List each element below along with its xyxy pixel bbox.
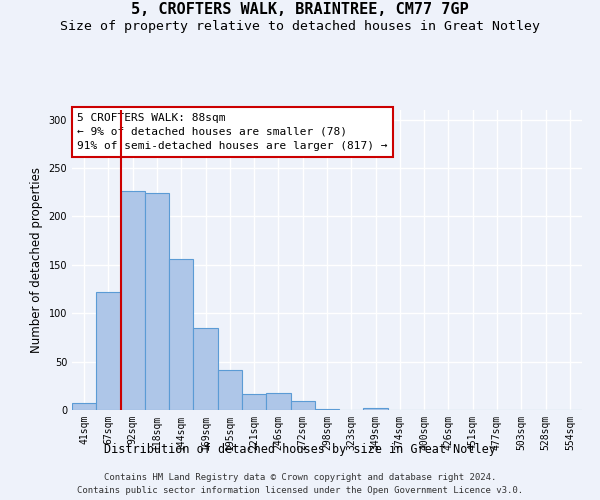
Bar bbox=[266, 392, 290, 410]
Bar bbox=[193, 328, 218, 410]
Bar bbox=[364, 408, 388, 410]
Y-axis label: Number of detached properties: Number of detached properties bbox=[30, 167, 43, 353]
Bar bbox=[121, 192, 145, 410]
Bar bbox=[315, 409, 339, 410]
Text: Size of property relative to detached houses in Great Notley: Size of property relative to detached ho… bbox=[60, 20, 540, 33]
Text: Distribution of detached houses by size in Great Notley: Distribution of detached houses by size … bbox=[104, 442, 496, 456]
Text: Contains HM Land Registry data © Crown copyright and database right 2024.
Contai: Contains HM Land Registry data © Crown c… bbox=[77, 473, 523, 495]
Bar bbox=[290, 402, 315, 410]
Bar bbox=[169, 259, 193, 410]
Bar bbox=[145, 193, 169, 410]
Bar bbox=[96, 292, 121, 410]
Text: 5, CROFTERS WALK, BRAINTREE, CM77 7GP: 5, CROFTERS WALK, BRAINTREE, CM77 7GP bbox=[131, 2, 469, 18]
Bar bbox=[218, 370, 242, 410]
Bar bbox=[242, 394, 266, 410]
Bar bbox=[72, 403, 96, 410]
Text: 5 CROFTERS WALK: 88sqm
← 9% of detached houses are smaller (78)
91% of semi-deta: 5 CROFTERS WALK: 88sqm ← 9% of detached … bbox=[77, 113, 388, 151]
